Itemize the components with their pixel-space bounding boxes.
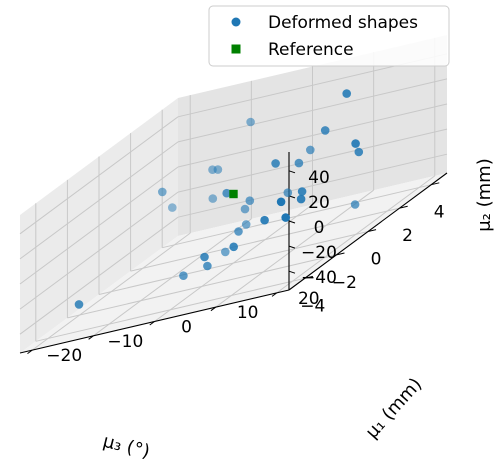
data-point-deformed xyxy=(234,227,243,236)
x-tick-mark xyxy=(367,229,377,232)
z-tick-label: 0 xyxy=(314,218,325,238)
data-point-deformed xyxy=(281,213,291,222)
data-point-deformed xyxy=(271,159,280,168)
data-point-deformed xyxy=(203,261,212,271)
grid-line-z-left xyxy=(19,216,179,335)
data-point-deformed xyxy=(208,194,218,203)
data-point-deformed xyxy=(241,220,251,229)
z-tick-label: 20 xyxy=(308,193,330,213)
data-point-deformed xyxy=(200,252,209,262)
x-tick-label: 4 xyxy=(434,203,445,223)
data-point-deformed xyxy=(306,145,315,155)
x-tick-label: −4 xyxy=(300,296,325,316)
x-axis-label: μ₃ (°) xyxy=(101,431,152,463)
x-tick-label: 0 xyxy=(371,250,382,270)
y-tick-label: 10 xyxy=(237,303,259,323)
data-point-deformed xyxy=(221,247,230,257)
data-point-deformed xyxy=(260,215,269,225)
grid-line-y-floor xyxy=(93,218,252,337)
data-point-deformed xyxy=(296,194,306,204)
z-axis-label: μ₂ (mm) xyxy=(474,158,495,232)
x-tick-label: 2 xyxy=(402,226,413,246)
data-points xyxy=(74,89,364,309)
data-point-deformed xyxy=(213,165,223,174)
legend-label-reference: Reference xyxy=(268,40,354,60)
grid-line-z-left xyxy=(19,166,179,285)
grid-line-z-right xyxy=(177,128,448,193)
y-tick-label: 0 xyxy=(181,318,192,338)
legend-frame xyxy=(208,5,450,67)
legend-marker-reference xyxy=(231,44,241,54)
grid-line-z-right xyxy=(177,103,448,168)
legend-label-deformed: Deformed shapes xyxy=(268,13,418,33)
data-point-deformed xyxy=(240,204,250,214)
data-point-deformed xyxy=(276,197,286,207)
grid-line-z-left xyxy=(19,141,179,260)
grid-line-y-floor xyxy=(276,175,436,294)
x-tick-mark xyxy=(336,252,345,256)
y-tick-label: 20 xyxy=(298,289,320,309)
data-point-deformed xyxy=(297,187,307,196)
grid-line-z-right xyxy=(177,153,448,218)
y-tick-mark xyxy=(271,292,278,297)
data-point-deformed xyxy=(283,188,293,197)
x-tick-mark xyxy=(399,205,408,209)
z-tick-label: 40 xyxy=(308,168,330,188)
z-tick-mark xyxy=(288,220,296,224)
grid-line-y-floor xyxy=(215,189,374,308)
data-point-deformed xyxy=(222,188,231,198)
z-tick-label: −20 xyxy=(301,243,337,263)
grid-line-z-left xyxy=(19,116,179,235)
y-tick-mark xyxy=(149,321,155,326)
grid-line-y-floor xyxy=(154,204,313,322)
y-tick-mark xyxy=(88,335,94,340)
data-point-deformed xyxy=(350,200,360,209)
data-point-deformed xyxy=(342,89,352,98)
x-tick-mark xyxy=(431,182,440,186)
x-tick-label: −2 xyxy=(332,273,357,293)
data-point-deformed xyxy=(294,158,304,168)
y-tick-label: −20 xyxy=(46,346,82,366)
data-point-deformed xyxy=(179,271,188,281)
data-point-reference xyxy=(229,189,238,199)
data-point-deformed xyxy=(246,117,255,127)
data-point-deformed xyxy=(351,139,360,148)
data-point-deformed xyxy=(320,126,330,135)
legend: Deformed shapes Reference xyxy=(208,5,450,67)
data-point-deformed xyxy=(158,187,167,197)
data-point-deformed xyxy=(168,203,177,212)
data-point-deformed xyxy=(229,242,238,252)
grid-line-z-left xyxy=(19,191,179,310)
grid-lines xyxy=(19,37,448,351)
y-axis-label: μ₁ (mm) xyxy=(362,374,427,443)
z-tick-mark xyxy=(288,245,296,249)
z-tick-mark xyxy=(288,170,296,174)
z-tick-mark xyxy=(288,270,296,274)
data-point-deformed xyxy=(354,147,364,157)
y-tick-mark xyxy=(27,349,33,355)
y-tick-label: −10 xyxy=(107,332,143,352)
data-point-deformed xyxy=(74,300,84,309)
grid-line-y-floor xyxy=(31,232,191,351)
grid-line-z-right xyxy=(177,78,448,143)
legend-marker-deformed xyxy=(231,17,241,27)
y-tick-mark xyxy=(210,306,216,312)
x-tick-mark xyxy=(304,275,313,279)
z-tick-label: −40 xyxy=(301,268,337,288)
data-point-deformed xyxy=(245,196,255,205)
